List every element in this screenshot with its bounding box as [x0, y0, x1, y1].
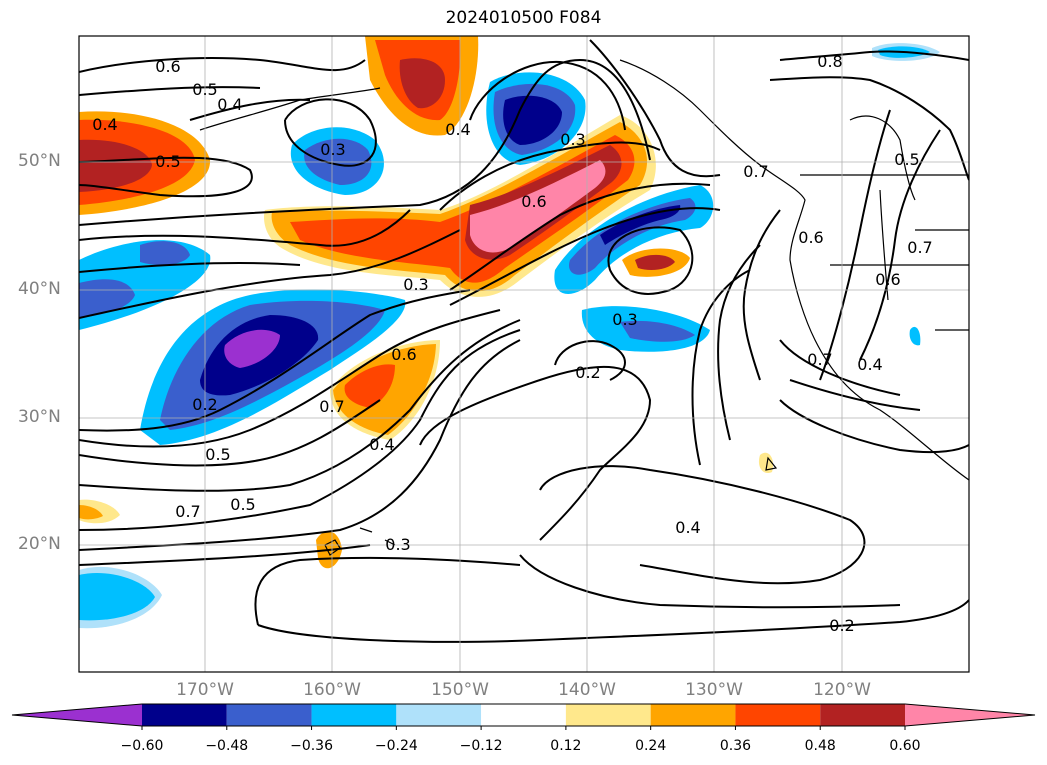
- colorbar-tick-label: −0.12: [459, 738, 503, 754]
- contour-label: 0.7: [743, 162, 768, 181]
- anomaly-blob-north-center: [365, 36, 479, 136]
- contour-label: 0.3: [612, 310, 637, 329]
- anomaly-blob-blue-west: [290, 127, 384, 195]
- colorbar-tick-label: 0.60: [889, 738, 921, 754]
- contour-label: 0.4: [857, 355, 882, 374]
- colorbar-swatch: [142, 704, 227, 726]
- colorbar-tick-label: 0.48: [804, 738, 836, 754]
- colorbar-swatch: [481, 704, 566, 726]
- lat-label-20n: 20°N: [18, 534, 61, 554]
- anomaly-small-patches: [79, 43, 940, 629]
- contour-labels: 0.60.50.40.40.50.30.40.30.60.80.50.60.30…: [92, 52, 932, 635]
- contour-label: 0.5: [894, 150, 919, 169]
- colorbar-swatch: [650, 704, 736, 726]
- contour-lines: [79, 39, 969, 643]
- contour-label: 0.7: [807, 350, 832, 369]
- contour-label: 0.4: [217, 95, 242, 114]
- colorbar-swatch: [735, 704, 821, 726]
- colorbar-swatch: [396, 704, 482, 726]
- colorbar: [11, 703, 1036, 730]
- map-title: 2024010500 F084: [445, 8, 602, 28]
- contour-label: 0.4: [445, 120, 470, 139]
- colorbar-tick-label: −0.24: [374, 738, 418, 754]
- contour-label: 0.5: [230, 495, 255, 514]
- colorbar-tick-label: 0.36: [719, 738, 752, 754]
- contour-label: 0.5: [192, 80, 217, 99]
- lat-label-50n: 50°N: [18, 151, 61, 171]
- colorbar-swatch: [311, 704, 397, 726]
- contour-label: 0.8: [817, 52, 842, 71]
- contour-label: 0.5: [155, 152, 180, 171]
- lat-label-40n: 40°N: [18, 279, 61, 299]
- contour-label: 0.7: [907, 238, 932, 257]
- colorbar-swatch: [226, 704, 312, 726]
- contour-label: 0.3: [560, 130, 585, 149]
- contour-label: 0.3: [403, 275, 428, 294]
- contour-label: 0.4: [92, 115, 117, 134]
- anomaly-blob-blue-north: [486, 72, 586, 165]
- anomaly-blob-blue-far-west: [79, 240, 211, 330]
- anomaly-blob-blue-east: [554, 185, 714, 294]
- contour-label: 0.3: [320, 140, 345, 159]
- contour-label: 0.7: [319, 397, 344, 416]
- contour-label: 0.6: [798, 228, 823, 247]
- contour-label: 0.2: [192, 395, 217, 414]
- colorbar-tick-label: −0.60: [120, 738, 164, 754]
- anomaly-blob-northwest: [79, 111, 211, 215]
- lon-label-160w: 160°W: [303, 680, 361, 700]
- contour-label: 0.4: [369, 435, 394, 454]
- gridlines: [79, 36, 969, 672]
- colorbar-tick-label: −0.48: [205, 738, 249, 754]
- anomaly-blob-purple: [140, 289, 406, 445]
- contour-label: 0.7: [175, 502, 200, 521]
- colorbar-tick-label: 0.24: [635, 738, 667, 754]
- contour-label: 0.2: [829, 616, 854, 635]
- lon-label-130w: 130°W: [685, 680, 743, 700]
- contour-label: 0.4: [675, 518, 700, 537]
- map-frame: [78, 35, 970, 673]
- colorbar-swatch: [12, 704, 142, 726]
- contour-label: 0.3: [385, 535, 410, 554]
- colorbar-tick-label: 0.12: [550, 738, 582, 754]
- coastlines: [199, 59, 969, 556]
- lon-label-170w: 170°W: [176, 680, 234, 700]
- colorbar-tick-label: −0.36: [290, 738, 333, 754]
- anomaly-blob-blue-south-east: [581, 306, 710, 352]
- lon-label-150w: 150°W: [431, 680, 489, 700]
- contour-label: 0.5: [205, 445, 230, 464]
- lon-label-140w: 140°W: [558, 680, 616, 700]
- colorbar-swatch: [905, 704, 1035, 726]
- colorbar-swatch: [565, 704, 651, 726]
- anomaly-blob-small-red: [622, 248, 690, 277]
- shading-layer: 0.60.50.40.40.50.30.40.30.60.80.50.60.30…: [79, 36, 969, 672]
- lat-label-30n: 30°N: [18, 407, 61, 427]
- contour-label: 0.6: [155, 57, 180, 76]
- contour-label: 0.6: [391, 345, 416, 364]
- colorbar-swatch: [820, 704, 905, 726]
- contour-label: 0.6: [875, 270, 900, 289]
- lon-label-120w: 120°W: [813, 680, 871, 700]
- contour-label: 0.2: [575, 363, 600, 382]
- contour-label: 0.6: [521, 192, 546, 211]
